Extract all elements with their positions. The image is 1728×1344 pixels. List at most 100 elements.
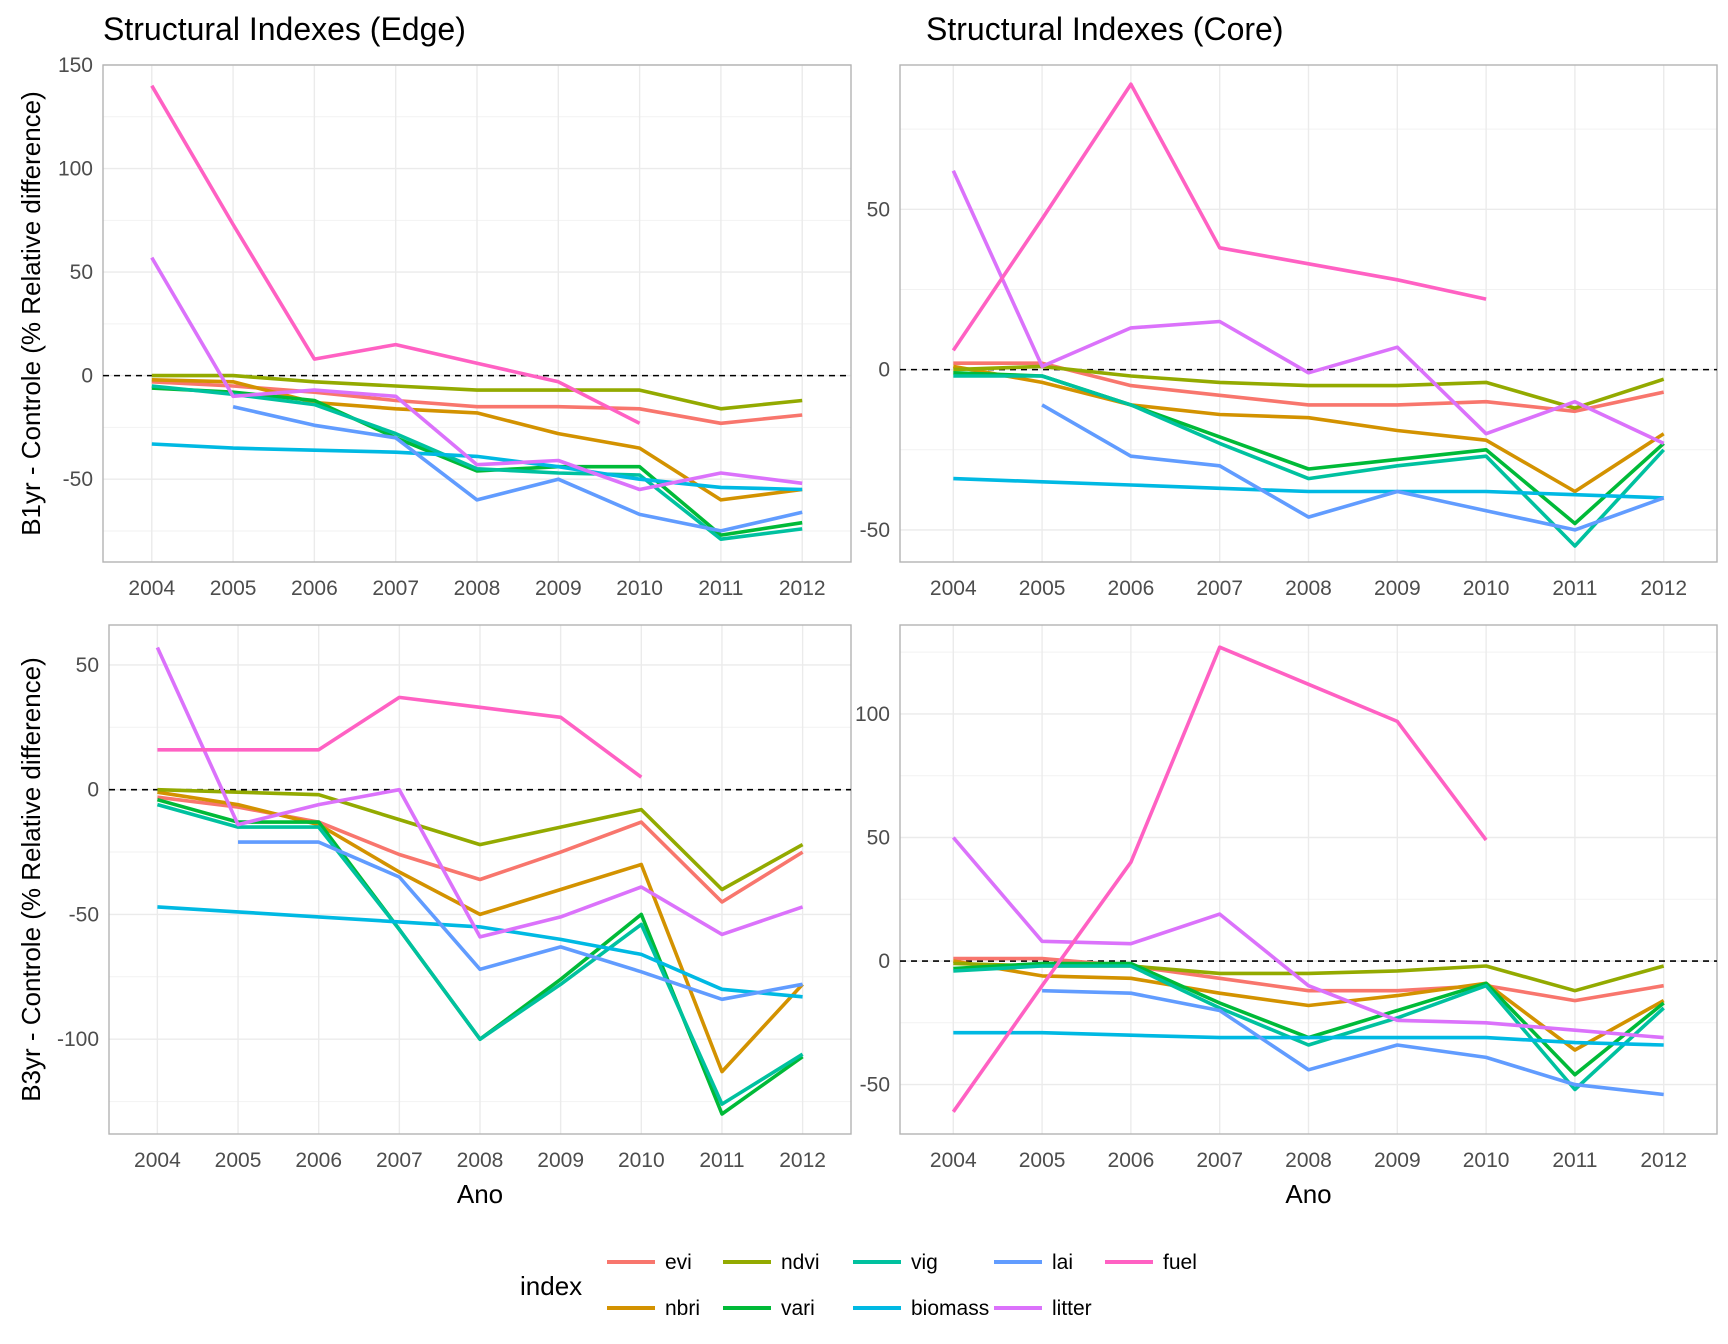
x-tick-label: 2005 <box>1019 577 1066 600</box>
series-line-fuel <box>157 695 643 779</box>
series-line-biomass <box>953 1030 1664 1047</box>
legend: index evi nbri ndvi vari vig biomass lai litter f… <box>520 1251 1197 1320</box>
y-tick-label: 50 <box>867 198 890 221</box>
x-tick-label: 2006 <box>1108 1149 1155 1172</box>
legend-label-vig: vig <box>911 1251 938 1274</box>
legend-item-vig: vig <box>853 1251 938 1274</box>
series-line-nbri <box>952 364 1665 494</box>
x-tick-label: 2012 <box>779 577 826 600</box>
x-tick-label: 2008 <box>1285 577 1332 600</box>
x-tick-label: 2009 <box>1374 577 1421 600</box>
series-line-evi <box>953 956 1664 1003</box>
legend-item-lai: lai <box>994 1251 1073 1274</box>
y-tick-label: 100 <box>855 703 890 726</box>
series-line-vig <box>151 384 803 542</box>
x-tick-label: 2005 <box>1019 1149 1066 1172</box>
series-line-fuel <box>951 82 1487 352</box>
x-tick-label: 2005 <box>210 577 257 600</box>
panel-title: Structural Indexes (Core) <box>926 11 1283 47</box>
legend-item-nbri: nbri <box>607 1297 700 1320</box>
series-line-nbri <box>157 790 804 1074</box>
series-line-fuel <box>951 645 1488 1113</box>
x-tick-label: 2008 <box>454 577 501 600</box>
y-tick-label: 100 <box>58 158 93 181</box>
legend-item-litter: litter <box>994 1297 1092 1320</box>
legend-label-nbri: nbri <box>665 1297 700 1320</box>
legend-label-lai: lai <box>1052 1251 1073 1274</box>
x-tick-label: 2007 <box>1196 577 1243 600</box>
x-tick-label: 2007 <box>372 577 419 600</box>
x-tick-label: 2008 <box>457 1149 504 1172</box>
x-axis-title: Ano <box>457 1179 503 1209</box>
series-line-vig <box>953 964 1665 1092</box>
y-tick-label: 150 <box>58 54 93 77</box>
x-tick-label: 2012 <box>1640 1149 1687 1172</box>
y-tick-label: 0 <box>878 950 890 973</box>
series-line-litter <box>155 646 804 939</box>
x-tick-label: 2009 <box>537 1149 584 1172</box>
panel-edge-b3: -100 -50 0 50 2004 2005 2006 2007 2008 2009 2010 20… <box>16 624 852 1209</box>
y-tick-label: -50 <box>69 903 99 926</box>
panel-core-b3: -50 0 50 100 2004 2005 2006 2007 2008 2009 2010 201… <box>855 624 1718 1209</box>
x-tick-label: 2008 <box>1285 1149 1332 1172</box>
y-tick-label: -50 <box>860 1074 890 1097</box>
series-line-vig <box>953 374 1666 548</box>
series-line-fuel <box>150 84 641 425</box>
x-axis-title: Ano <box>1285 1179 1331 1209</box>
panel-border <box>899 64 1718 563</box>
legend-label-fuel: fuel <box>1163 1251 1197 1274</box>
y-axis-title: B3yr - Controle (% Relative difference) <box>16 657 46 1102</box>
x-tick-label: 2009 <box>1374 1149 1421 1172</box>
x-tick-label: 2005 <box>215 1149 262 1172</box>
y-tick-label: 0 <box>87 779 99 802</box>
series-line-ndvi <box>151 373 803 411</box>
series-line-biomass <box>157 905 803 999</box>
series-line-lai <box>238 840 803 1002</box>
series-line-biomass <box>953 476 1664 500</box>
legend-label-ndvi: ndvi <box>781 1251 820 1274</box>
series-line-ndvi <box>157 787 804 892</box>
legend-item-fuel: fuel <box>1105 1251 1197 1274</box>
y-tick-label: 0 <box>878 359 890 382</box>
series-line-lai <box>232 404 803 533</box>
x-tick-label: 2004 <box>930 577 977 600</box>
series-line-lai <box>1041 403 1665 532</box>
legend-label-evi: evi <box>665 1251 692 1274</box>
x-tick-label: 2012 <box>1640 577 1687 600</box>
legend-label-litter: litter <box>1052 1297 1092 1320</box>
series-line-biomass <box>151 442 803 492</box>
y-tick-label: 50 <box>76 654 99 677</box>
series-line-lai <box>1042 988 1664 1097</box>
series-line-nbri <box>151 378 803 502</box>
panel-border <box>102 64 852 563</box>
x-tick-label: 2010 <box>618 1149 665 1172</box>
legend-item-biomass: biomass <box>853 1297 989 1320</box>
x-tick-label: 2006 <box>295 1149 342 1172</box>
x-tick-label: 2011 <box>1552 1149 1597 1172</box>
panel-title: Structural Indexes (Edge) <box>103 11 466 47</box>
x-tick-label: 2012 <box>779 1149 826 1172</box>
x-tick-label: 2010 <box>1463 1149 1510 1172</box>
panel-core-b1: -50 0 50 2004 2005 2006 2007 2008 2009 2010 2011 20… <box>860 11 1718 600</box>
x-tick-label: 2011 <box>1552 577 1597 600</box>
series-line-ndvi <box>953 364 1665 410</box>
x-tick-label: 2007 <box>1196 1149 1243 1172</box>
y-tick-label: -50 <box>860 519 890 542</box>
panel-edge-b1: -50 0 50 100 150 2004 2005 2006 2007 2008 2009 2010… <box>16 11 852 600</box>
legend-label-vari: vari <box>781 1297 815 1320</box>
panel-border <box>899 624 1718 1135</box>
y-tick-label: 50 <box>70 261 93 284</box>
x-tick-label: 2011 <box>699 1149 744 1172</box>
legend-item-vari: vari <box>723 1297 815 1320</box>
x-tick-label: 2004 <box>930 1149 977 1172</box>
x-tick-label: 2011 <box>698 577 743 600</box>
x-tick-label: 2010 <box>616 577 663 600</box>
legend-label-biomass: biomass <box>911 1297 989 1320</box>
legend-item-evi: evi <box>607 1251 692 1274</box>
y-tick-label: -50 <box>63 468 93 491</box>
x-tick-label: 2006 <box>291 577 338 600</box>
legend-item-ndvi: ndvi <box>723 1251 820 1274</box>
x-tick-label: 2004 <box>128 577 175 600</box>
series-line-vig <box>156 802 804 1106</box>
